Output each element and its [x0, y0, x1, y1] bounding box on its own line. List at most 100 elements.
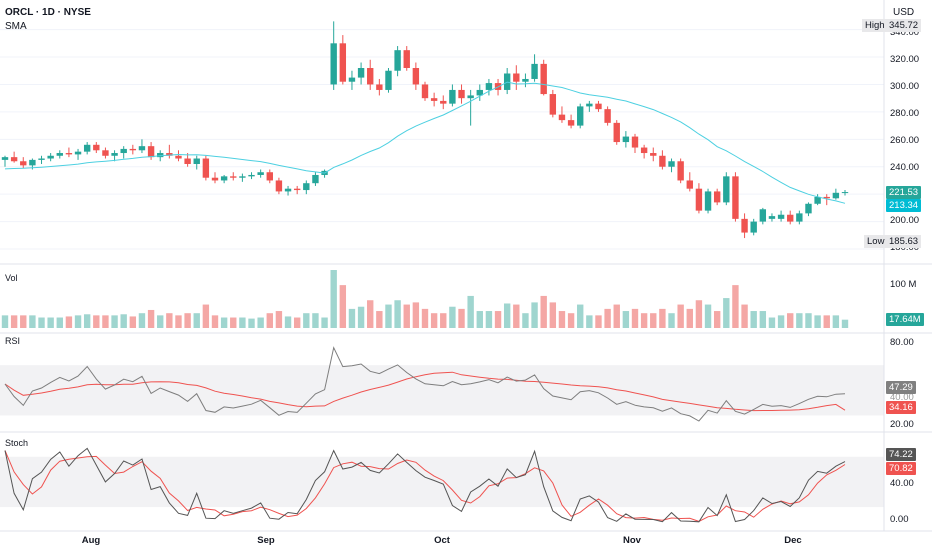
volume-bar	[567, 313, 575, 328]
candle-body	[558, 114, 566, 121]
volume-bar	[321, 317, 328, 328]
candle-body	[29, 159, 36, 166]
candle-body	[284, 188, 292, 192]
rsi-pane-title: RSI	[5, 336, 21, 346]
candle-body	[111, 153, 118, 156]
volume-bar	[312, 313, 319, 328]
candle-body	[759, 209, 767, 222]
rsi-value-tag: 47.29	[886, 381, 916, 394]
price-tick: 200.00	[890, 215, 920, 226]
volume-bar	[284, 316, 292, 328]
candle-body	[275, 180, 283, 192]
candle-body	[732, 176, 739, 219]
chart-title: ORCL · 1D · NYSE	[5, 7, 91, 18]
candle-body	[668, 161, 675, 167]
volume-bar	[239, 317, 246, 328]
candle-body	[485, 83, 493, 90]
last-price-tag: 221.53	[886, 186, 922, 199]
candle-body	[659, 155, 666, 167]
price-tick: 240.00	[890, 162, 920, 173]
candle-body	[713, 191, 721, 203]
candle-body	[777, 214, 785, 219]
stoch-k-tag: 74.22	[886, 448, 916, 461]
candle-body	[704, 191, 712, 211]
candle-body	[841, 192, 849, 194]
volume-bar	[814, 315, 821, 328]
volume-bar	[695, 300, 703, 328]
candle-body	[586, 103, 593, 107]
volume-bar	[65, 316, 73, 328]
rsi-ma-value-tag: 34.16	[886, 401, 916, 414]
volume-bar	[640, 313, 648, 328]
candle-body	[230, 176, 237, 178]
candle-body	[513, 73, 520, 82]
volume-bar	[257, 317, 264, 328]
volume-value-tag: 17.64M	[886, 313, 924, 326]
candle-body	[312, 174, 319, 184]
rsi-tick-partial: 40.00	[890, 392, 914, 403]
volume-bar	[166, 313, 173, 328]
volume-bar	[20, 315, 27, 328]
volume-bar	[622, 311, 630, 328]
x-label-aug: Aug	[81, 535, 101, 546]
volume-bar	[668, 313, 675, 328]
volume-bar	[805, 313, 812, 328]
volume-bar	[513, 304, 520, 328]
volume-bar	[787, 313, 794, 328]
candle-body	[348, 77, 356, 82]
x-label-sep: Sep	[257, 535, 275, 546]
volume-bar	[102, 315, 109, 328]
volume-bars	[1, 270, 849, 328]
price-tick: 300.00	[890, 81, 920, 92]
candle-body	[540, 63, 547, 95]
volume-bar	[385, 304, 392, 328]
candle-body	[531, 63, 538, 79]
candle-body	[157, 153, 164, 158]
candle-body	[56, 153, 63, 156]
candle-body	[303, 183, 310, 191]
volume-bar	[56, 317, 63, 328]
volume-bar	[595, 315, 602, 328]
volume-bar	[275, 311, 283, 328]
candle-body	[193, 158, 200, 164]
candle-body	[257, 172, 264, 175]
volume-bar	[29, 315, 36, 328]
candle-body	[138, 146, 146, 151]
candle-body	[640, 147, 648, 154]
rsi-line	[4, 346, 846, 422]
volume-bar	[339, 285, 347, 328]
candle-body	[166, 153, 173, 156]
volume-bar	[759, 311, 767, 328]
candle-body	[650, 153, 657, 156]
volume-bar	[220, 317, 228, 328]
grid	[0, 29, 884, 250]
volume-bar	[549, 302, 557, 328]
volume-bar	[230, 317, 237, 328]
volume-bar	[430, 313, 438, 328]
rsi-tick: 80.00	[890, 337, 914, 348]
candle-body	[567, 120, 575, 126]
stoch-tick: 40.00	[890, 478, 914, 489]
candle-body	[129, 148, 137, 151]
price-tick: 260.00	[890, 135, 920, 146]
candle-body	[220, 176, 228, 181]
stoch-d-tag: 70.82	[886, 462, 916, 475]
volume-bar	[713, 311, 721, 328]
rsi-tick: 20.00	[890, 419, 914, 430]
pane-separators	[0, 0, 932, 532]
candle-body	[750, 221, 757, 233]
volume-bar	[577, 304, 584, 328]
candle-body	[211, 177, 219, 181]
volume-bar	[175, 315, 182, 328]
volume-bar	[458, 308, 465, 328]
candle-body	[595, 103, 602, 110]
low-label: Low	[864, 235, 888, 248]
volume-bar	[796, 313, 803, 328]
volume-bar	[157, 315, 164, 328]
price-tick: 280.00	[890, 108, 920, 119]
volume-bar	[394, 300, 401, 328]
volume-bar	[586, 315, 593, 328]
volume-bar	[83, 314, 91, 328]
volume-bar	[184, 313, 191, 328]
